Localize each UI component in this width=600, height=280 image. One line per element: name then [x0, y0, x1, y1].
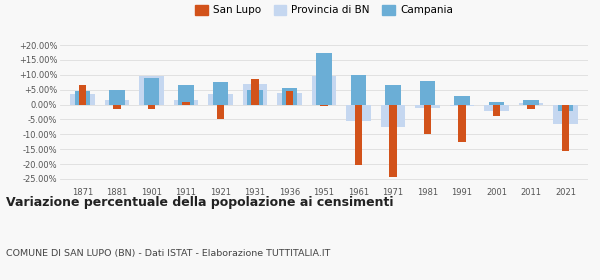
Bar — [104, 100, 130, 104]
Bar — [355, 104, 362, 165]
Bar — [389, 104, 397, 177]
Bar — [558, 104, 574, 111]
Bar — [454, 96, 470, 104]
Bar — [484, 104, 509, 111]
Text: COMUNE DI SAN LUPO (BN) - Dati ISTAT - Elaborazione TUTTITALIA.IT: COMUNE DI SAN LUPO (BN) - Dati ISTAT - E… — [6, 249, 331, 258]
Bar — [320, 104, 328, 106]
Bar — [346, 104, 371, 121]
Bar — [74, 91, 90, 104]
Bar — [282, 88, 297, 104]
Bar — [449, 104, 475, 106]
Bar — [493, 104, 500, 116]
Bar — [182, 102, 190, 104]
Bar — [208, 94, 233, 104]
Bar — [415, 104, 440, 108]
Bar — [139, 76, 164, 104]
Bar — [553, 104, 578, 124]
Bar — [178, 85, 194, 104]
Bar — [562, 104, 569, 151]
Bar — [380, 104, 406, 127]
Bar — [79, 85, 86, 104]
Bar — [277, 93, 302, 104]
Bar — [247, 90, 263, 104]
Bar — [70, 94, 95, 104]
Bar — [518, 103, 544, 104]
Bar — [213, 82, 228, 104]
Bar — [143, 78, 159, 104]
Bar — [523, 100, 539, 104]
Bar — [311, 76, 337, 104]
Bar — [217, 104, 224, 120]
Bar — [113, 104, 121, 109]
Bar — [286, 91, 293, 104]
Text: Variazione percentuale della popolazione ai censimenti: Variazione percentuale della popolazione… — [6, 196, 394, 209]
Bar — [148, 104, 155, 109]
Bar — [458, 104, 466, 142]
Bar — [420, 81, 435, 104]
Bar — [424, 104, 431, 134]
Bar — [242, 84, 268, 104]
Bar — [316, 53, 332, 104]
Bar — [173, 100, 199, 104]
Bar — [489, 102, 505, 104]
Bar — [109, 90, 125, 104]
Bar — [385, 85, 401, 104]
Legend: San Lupo, Provincia di BN, Campania: San Lupo, Provincia di BN, Campania — [191, 1, 457, 20]
Bar — [527, 104, 535, 109]
Bar — [351, 75, 366, 104]
Bar — [251, 79, 259, 104]
